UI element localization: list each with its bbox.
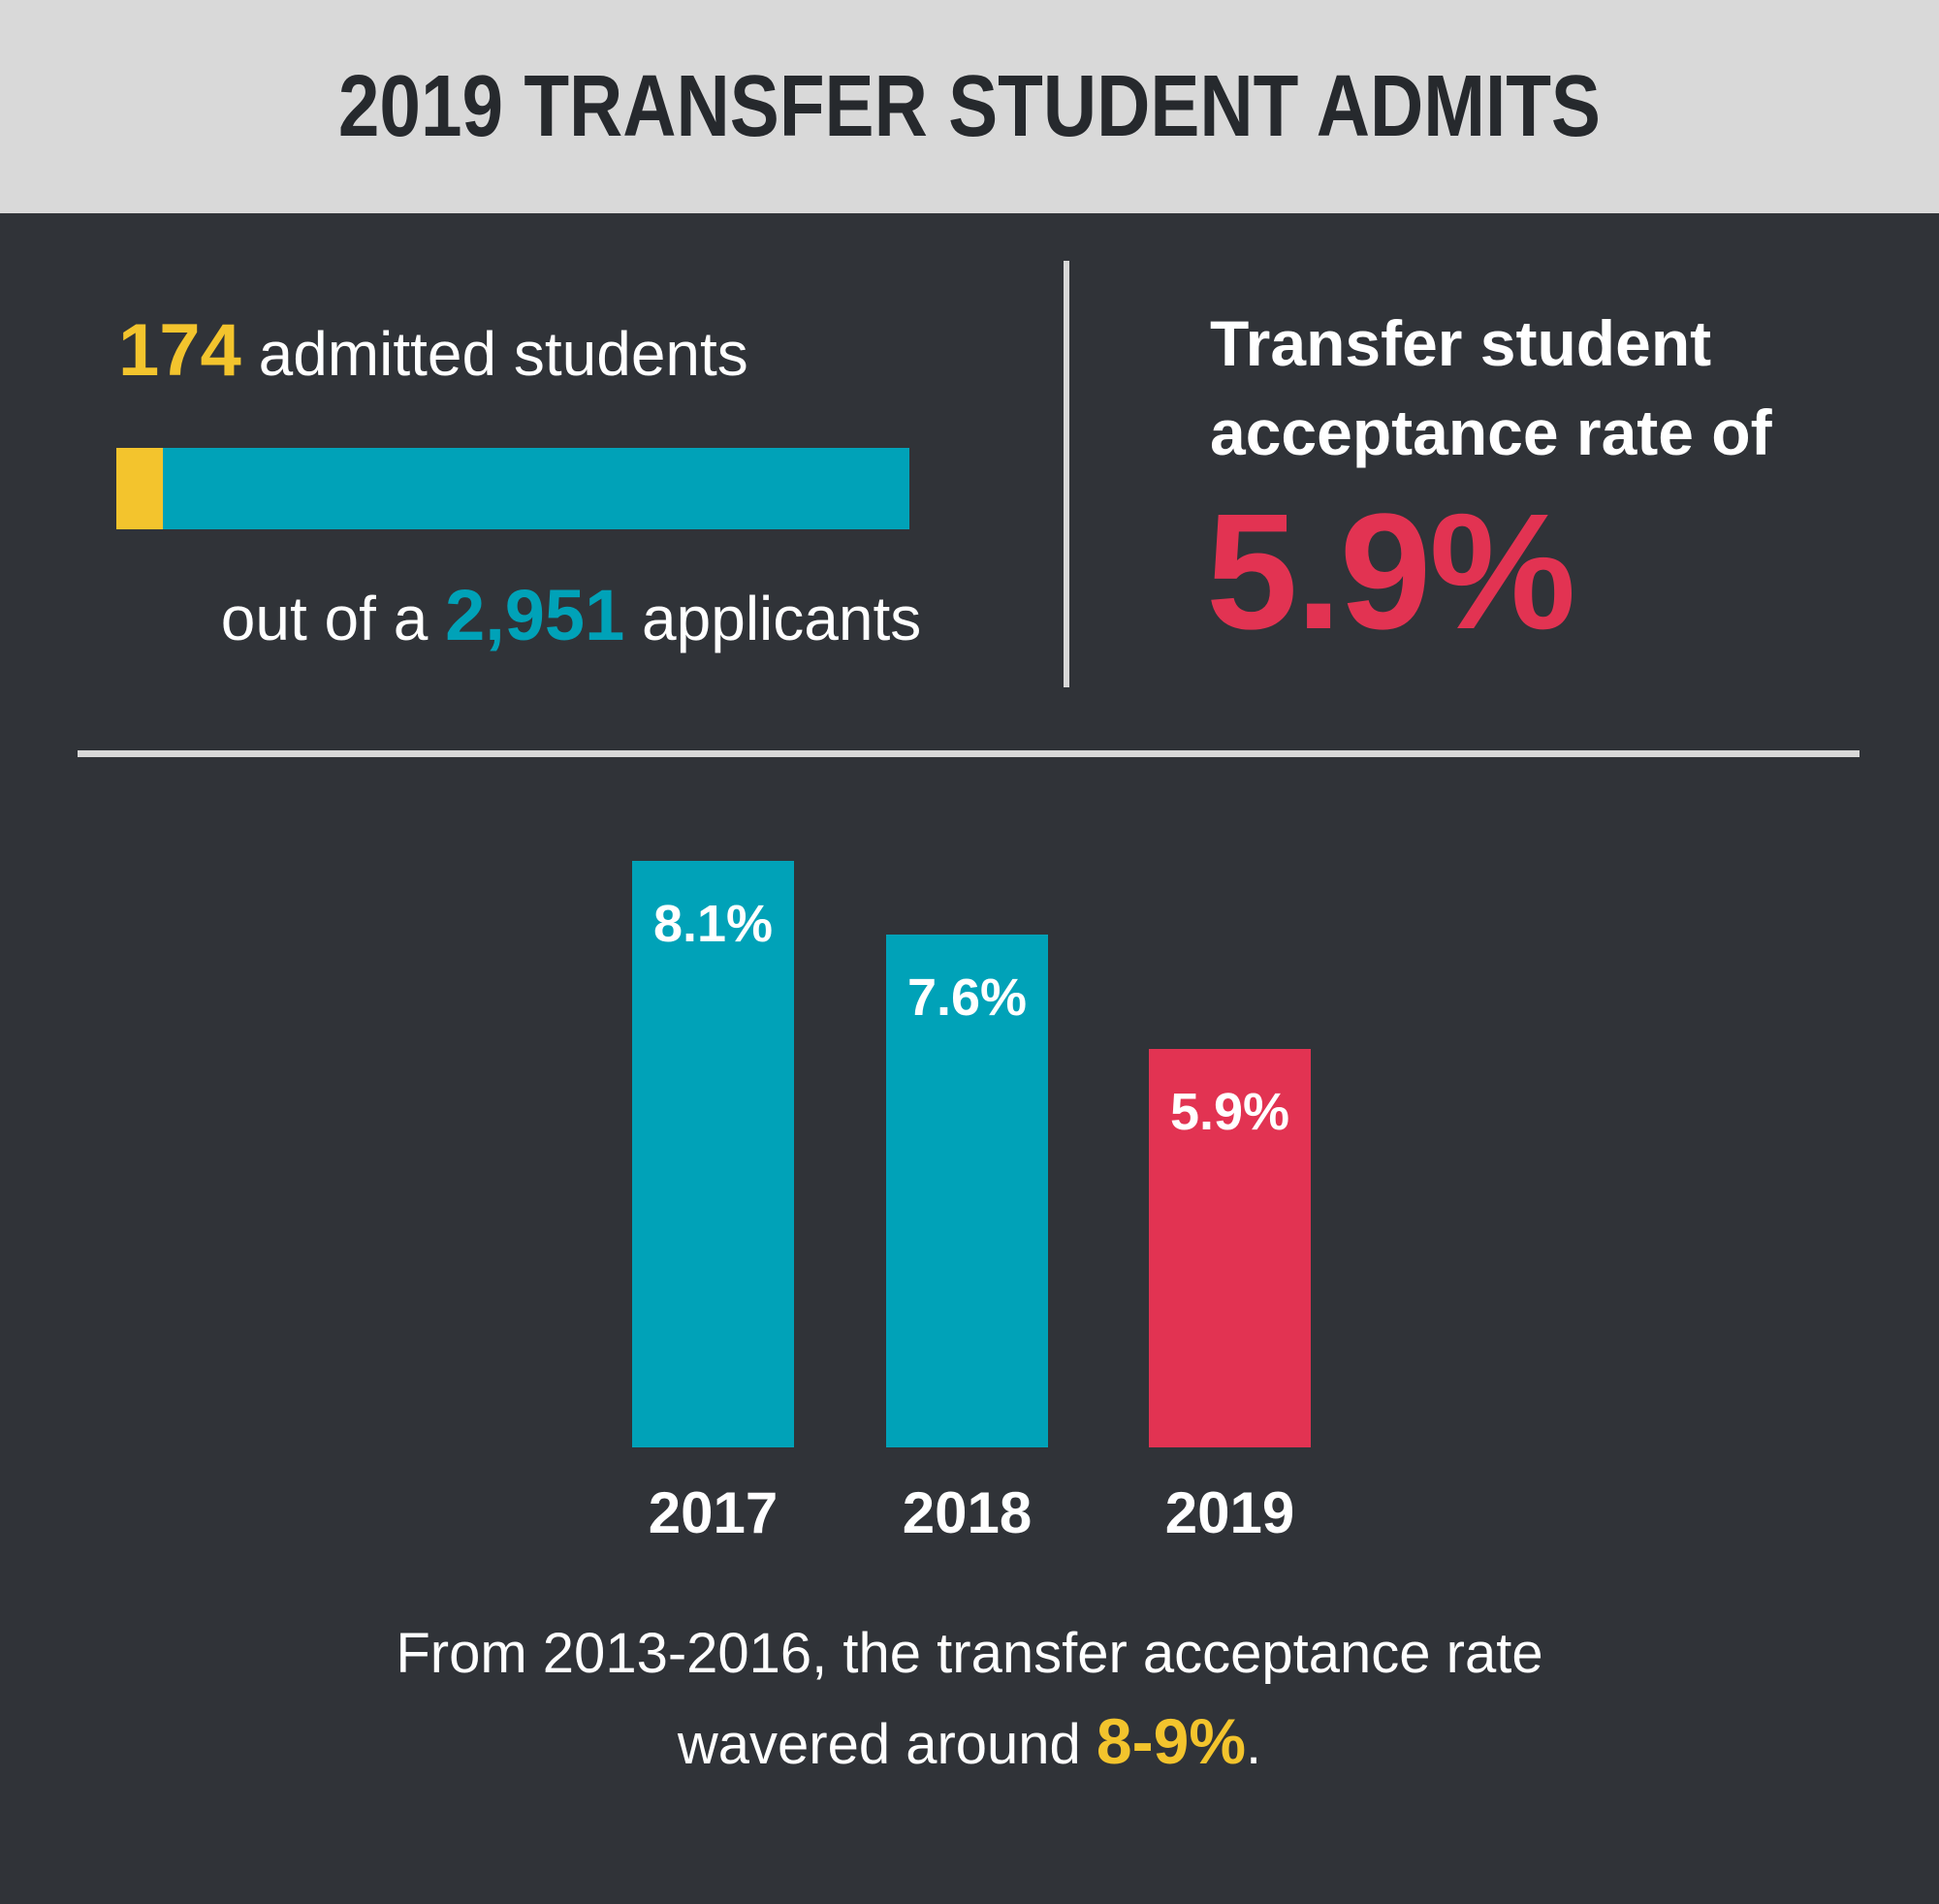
footnote-highlight: 8-9% (1096, 1705, 1246, 1777)
horizontal-divider (78, 750, 1860, 757)
bar-value-label-2017: 8.1% (652, 895, 774, 953)
acceptance-heading-line1: Transfer student (1210, 307, 1712, 379)
applicants-line: out of a 2,951 applicants (175, 574, 968, 656)
admitted-number: 174 (118, 309, 241, 392)
footnote-prefix: wavered around (677, 1713, 1097, 1776)
footnote-line1: From 2013-2016, the transfer acceptance … (396, 1622, 1543, 1685)
vertical-divider (1064, 261, 1069, 687)
x-axis-label-2019: 2019 (1164, 1480, 1295, 1545)
bar-2018: 7.6% (886, 935, 1048, 1447)
acceptance-heading: Transfer student acceptance rate of (1210, 299, 1772, 477)
header-band: 2019 TRANSFER STUDENT ADMITS (0, 0, 1939, 213)
admitted-label: admitted students (240, 319, 748, 389)
x-axis-label-2017: 2017 (648, 1480, 779, 1545)
bar-2017: 8.1% (632, 861, 794, 1447)
bar-value-label-2018: 7.6% (906, 968, 1028, 1027)
admitted-segment (116, 448, 164, 529)
footnote-suffix: . (1246, 1713, 1262, 1776)
bar-2019: 5.9% (1149, 1049, 1311, 1447)
applicants-suffix: applicants (624, 584, 922, 653)
x-axis-label-2018: 2018 (902, 1480, 1033, 1545)
footnote-line2: wavered around 8-9%. (0, 1704, 1939, 1778)
applicants-segment (163, 448, 909, 529)
acceptance-heading-line2: acceptance rate of (1210, 397, 1772, 468)
out-prefix: out of a (220, 584, 446, 653)
page-title: 2019 TRANSFER STUDENT ADMITS (337, 57, 1602, 155)
admitted-ratio-bar (116, 448, 909, 529)
applicants-number: 2,951 (445, 575, 625, 655)
admitted-count-line: 174 admitted students (118, 308, 748, 393)
acceptance-rate-value: 5.9% (1206, 480, 1575, 664)
bar-value-label-2019: 5.9% (1169, 1083, 1290, 1141)
